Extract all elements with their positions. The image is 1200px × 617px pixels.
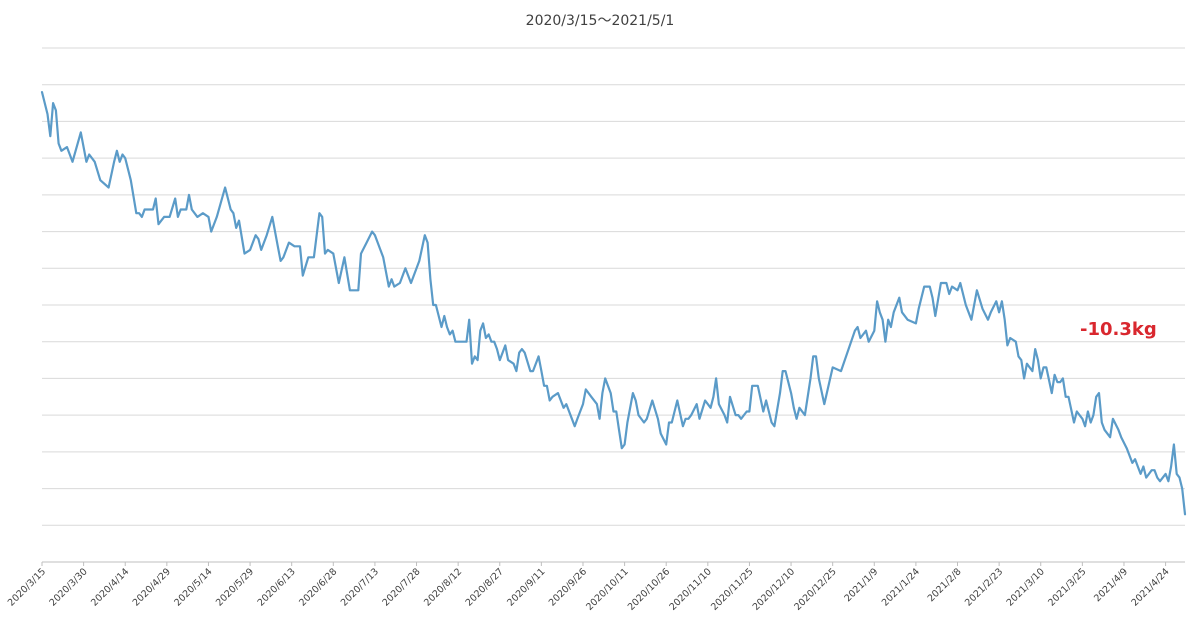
x-tick-label: 2020/8/27	[464, 566, 506, 608]
x-tick-label: 2021/4/24	[1129, 566, 1171, 608]
chart-title: 2020/3/15～2021/5/1	[526, 13, 675, 29]
x-tick-label: 2020/5/14	[172, 566, 214, 608]
x-tick-label: 2021/3/10	[1005, 566, 1047, 608]
x-tick-label: 2020/5/29	[214, 566, 256, 608]
x-tick-label: 2021/1/24	[880, 566, 922, 608]
x-tick-label: 2020/8/12	[422, 566, 464, 608]
weight-series-line	[40, 90, 1187, 516]
x-tick-label: 2021/2/23	[963, 566, 1005, 608]
x-tick-label: 2020/3/15	[6, 566, 48, 608]
x-tick-label: 2020/12/10	[751, 566, 798, 613]
x-tick-label: 2020/12/25	[792, 566, 839, 613]
x-tick-label: 2020/6/13	[256, 566, 298, 608]
x-tick-label: 2020/3/30	[48, 566, 90, 608]
x-tick-label: 2020/4/29	[131, 566, 173, 608]
x-tick-labels: 2020/3/15 2020/3/30 2020/4/14 2020/4/29 2020…	[6, 562, 1172, 613]
x-tick-label: 2021/3/25	[1046, 566, 1088, 608]
weight-change-annotation: -10.3kg	[1080, 319, 1157, 340]
x-tick-label: 2020/9/11	[505, 566, 547, 608]
x-tick-label: 2020/4/14	[89, 566, 131, 608]
x-tick-label: 2020/6/28	[297, 566, 339, 608]
x-tick-label: 2021/1/9	[842, 566, 880, 604]
x-tick-label: 2020/10/11	[584, 566, 631, 613]
x-tick-label: 2020/11/10	[667, 566, 714, 613]
x-tick-label: 2021/4/9	[1092, 566, 1130, 604]
x-tick-label: 2020/7/13	[339, 566, 381, 608]
x-tick-label: 2021/2/8	[926, 566, 964, 604]
x-tick-label: 2020/11/25	[709, 566, 756, 613]
x-tick-label: 2020/10/26	[626, 566, 673, 613]
gridlines	[42, 47, 1185, 526]
x-tick-label: 2020/7/28	[380, 566, 422, 608]
x-tick-label: 2020/9/26	[547, 566, 589, 608]
